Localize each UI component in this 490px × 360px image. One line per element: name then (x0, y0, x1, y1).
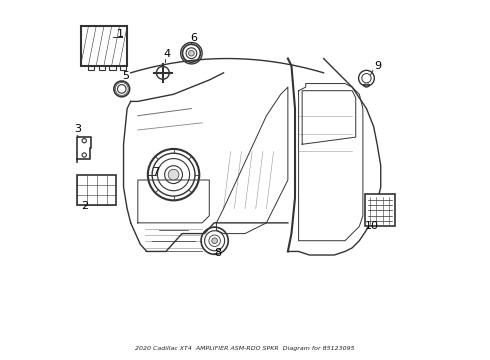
Bar (98, 66, 105, 70)
Bar (109, 66, 116, 70)
Text: 3: 3 (74, 124, 81, 134)
Circle shape (189, 50, 194, 56)
Text: 1: 1 (117, 29, 123, 39)
Bar (365, 194, 395, 226)
Bar (88, 66, 94, 70)
Text: 10: 10 (365, 221, 379, 231)
Bar (81, 26, 127, 66)
Text: 8: 8 (214, 248, 221, 258)
Bar (120, 66, 126, 70)
Circle shape (168, 169, 179, 180)
Bar (77, 175, 117, 205)
Text: 2020 Cadillac XT4  AMPLIFIER ASM-RDO SPKR  Diagram for 85123095: 2020 Cadillac XT4 AMPLIFIER ASM-RDO SPKR… (135, 346, 355, 351)
Text: 5: 5 (122, 71, 129, 81)
Text: 6: 6 (191, 33, 197, 44)
Circle shape (212, 238, 218, 244)
Text: 2: 2 (81, 201, 88, 211)
Text: 4: 4 (164, 49, 171, 59)
Text: 9: 9 (374, 61, 381, 71)
Text: 7: 7 (152, 167, 159, 177)
